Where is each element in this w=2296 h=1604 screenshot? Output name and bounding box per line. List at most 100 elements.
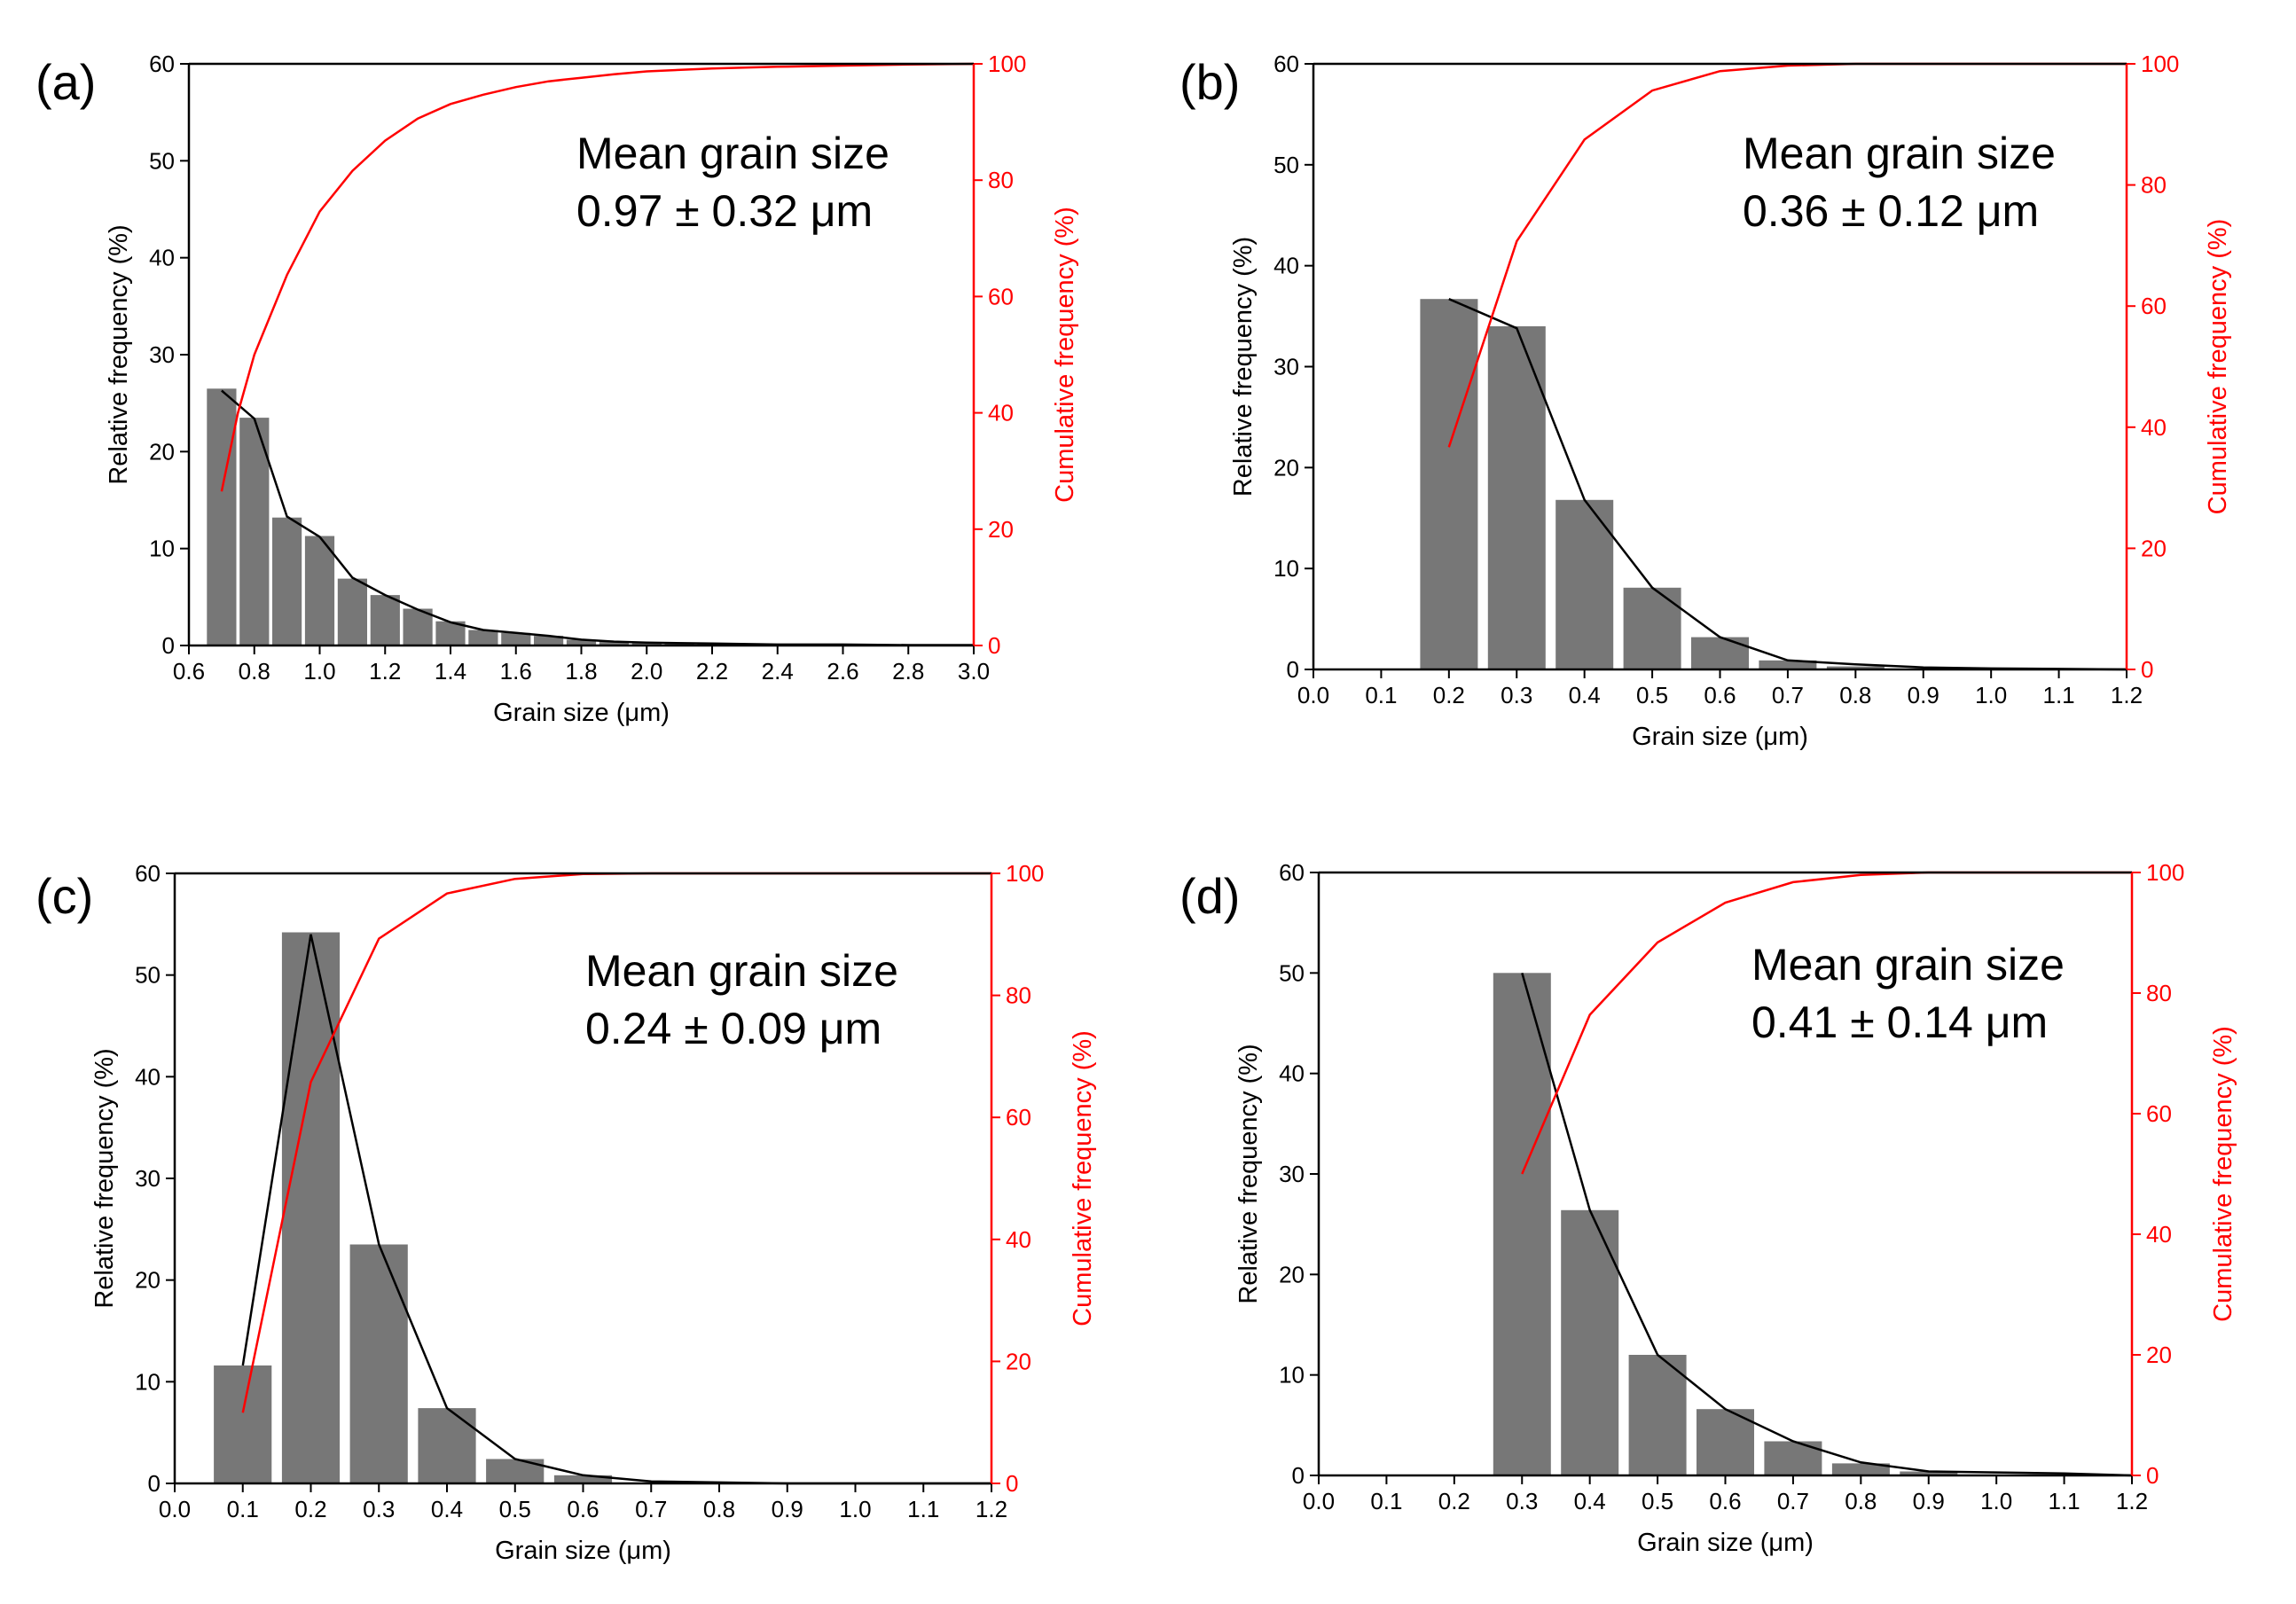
y-right-tick-label: 60	[2146, 1100, 2172, 1127]
panel-label: (a)	[35, 54, 96, 110]
x-tick-label: 1.1	[2043, 682, 2075, 708]
frequency-line	[1521, 972, 2133, 1477]
x-tick-label: 0.8	[1845, 1488, 1877, 1514]
x-tick-label: 0.3	[1501, 682, 1532, 708]
x-tick-label: 0.4	[1569, 682, 1601, 708]
y-right-axis-title: Cumulative frequency (%)	[1069, 1030, 1097, 1326]
y-tick-label: 10	[135, 1368, 161, 1395]
y-tick-label: 60	[1273, 51, 1299, 77]
y-right-tick-label: 20	[2146, 1342, 2172, 1368]
x-tick-label: 1.2	[976, 1496, 1007, 1522]
x-tick-label: 0.0	[1297, 682, 1329, 708]
histogram-bar	[272, 517, 302, 646]
histogram-bar	[664, 643, 694, 646]
x-tick-label: 0.7	[1777, 1488, 1809, 1514]
x-tick-label: 0.5	[499, 1496, 531, 1522]
x-tick-label: 0.2	[294, 1496, 326, 1522]
y-tick-label: 40	[1273, 253, 1299, 279]
x-axis-title: Grain size (μm)	[493, 699, 670, 727]
histogram-bar	[1764, 1441, 1822, 1475]
y-tick-label: 0	[162, 632, 175, 659]
x-tick-label: 1.1	[907, 1496, 939, 1522]
x-tick-label: 0.0	[159, 1496, 191, 1522]
y-right-tick-label: 100	[988, 51, 1026, 77]
annotation-value: 0.24 ± 0.09 μm	[585, 1004, 882, 1053]
histogram-bar	[534, 636, 564, 646]
y-tick-label: 40	[1279, 1060, 1305, 1087]
y-right-tick-label: 40	[988, 400, 1014, 426]
y-right-tick-label: 100	[2141, 51, 2179, 77]
x-tick-label: 0.8	[703, 1496, 735, 1522]
histogram-bar	[553, 1475, 613, 1483]
x-tick-label: 0.7	[635, 1496, 667, 1522]
y-tick-label: 30	[1273, 354, 1299, 380]
x-axis-title: Grain size (μm)	[1637, 1529, 1814, 1557]
histogram-bar	[370, 595, 400, 646]
y-axis-title: Relative frequency (%)	[105, 224, 133, 484]
histogram-bar	[501, 632, 531, 646]
histogram-bar	[239, 418, 270, 646]
y-right-tick-label: 80	[2141, 172, 2167, 199]
x-tick-label: 0.9	[1913, 1488, 1945, 1514]
annotation-value: 0.41 ± 0.14 μm	[1751, 998, 2048, 1047]
y-right-tick-label: 20	[2141, 535, 2167, 561]
histogram-bar	[403, 608, 433, 646]
y-right-tick-label: 40	[2146, 1221, 2172, 1248]
y-tick-label: 60	[1279, 859, 1305, 886]
annotation-title: Mean grain size	[576, 129, 889, 178]
y-right-tick-label: 20	[988, 516, 1014, 543]
x-tick-label: 3.0	[958, 658, 990, 685]
x-tick-label: 0.1	[1370, 1488, 1402, 1514]
y-tick-label: 50	[1279, 959, 1305, 986]
y-right-axis-title: Cumulative frequency (%)	[2204, 219, 2232, 515]
y-tick-label: 30	[1279, 1161, 1305, 1187]
x-tick-label: 0.1	[227, 1496, 259, 1522]
histogram-bar	[207, 388, 237, 646]
histogram-bar	[1628, 1355, 1687, 1475]
histogram-bar	[1623, 587, 1681, 669]
y-tick-label: 0	[1292, 1462, 1305, 1489]
x-tick-label: 0.0	[1303, 1488, 1335, 1514]
histogram-bar	[468, 630, 498, 646]
y-tick-label: 20	[1279, 1261, 1305, 1287]
panel-label: (c)	[35, 868, 93, 924]
frequency-line	[1448, 298, 2128, 671]
histogram-bar	[1831, 1463, 1890, 1475]
x-tick-label: 1.1	[2049, 1488, 2081, 1514]
x-tick-label: 1.2	[2116, 1488, 2148, 1514]
y-tick-label: 0	[148, 1470, 161, 1497]
x-tick-label: 0.3	[363, 1496, 395, 1522]
x-tick-label: 0.2	[1433, 682, 1465, 708]
x-tick-label: 1.2	[2111, 682, 2143, 708]
y-right-tick-label: 60	[988, 283, 1014, 309]
x-tick-label: 2.4	[762, 658, 794, 685]
y-tick-label: 0	[1287, 656, 1299, 683]
y-tick-label: 60	[149, 51, 175, 77]
y-right-tick-label: 0	[2141, 656, 2153, 683]
x-tick-label: 1.0	[303, 658, 335, 685]
histogram-bar	[631, 642, 662, 646]
y-right-tick-label: 60	[2141, 293, 2167, 319]
x-tick-label: 0.5	[1642, 1488, 1673, 1514]
histogram-bar	[304, 536, 335, 646]
x-tick-label: 0.2	[1438, 1488, 1470, 1514]
x-axis-title: Grain size (μm)	[495, 1537, 671, 1565]
panel-label: (b)	[1179, 54, 1240, 110]
x-tick-label: 2.0	[631, 658, 662, 685]
histogram-bar	[1759, 660, 1817, 669]
cumulative-line	[220, 62, 975, 492]
y-axis-title: Relative frequency (%)	[1229, 237, 1258, 497]
x-tick-label: 2.2	[696, 658, 728, 685]
histogram-bar	[337, 578, 367, 646]
x-tick-label: 0.6	[567, 1496, 599, 1522]
frequency-line	[221, 389, 974, 646]
x-tick-label: 0.5	[1636, 682, 1668, 708]
y-tick-label: 40	[135, 1063, 161, 1090]
y-tick-label: 20	[135, 1267, 161, 1294]
annotation-title: Mean grain size	[1751, 940, 2065, 990]
x-tick-label: 0.7	[1772, 682, 1804, 708]
y-tick-label: 30	[135, 1165, 161, 1192]
x-tick-label: 0.3	[1506, 1488, 1538, 1514]
y-right-tick-label: 60	[1006, 1104, 1031, 1131]
